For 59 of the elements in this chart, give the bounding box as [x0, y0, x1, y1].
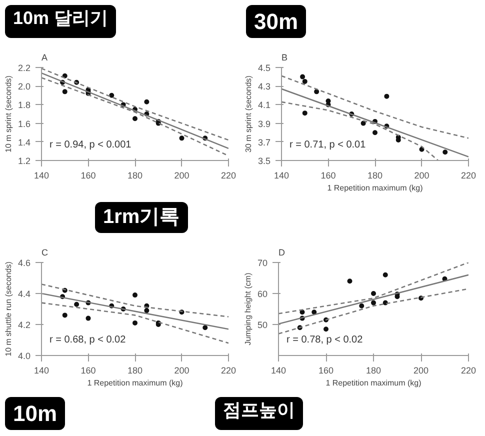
annotation: r = 0.78, p < 0.02 [286, 334, 364, 346]
x-tick-label: 180 [127, 365, 143, 376]
x-tick-label: 140 [274, 170, 290, 181]
x-tick-label: 200 [414, 170, 430, 181]
x-tick-label: 180 [366, 365, 382, 376]
chart-title: B [282, 52, 288, 63]
x-tick-label: 180 [127, 170, 143, 181]
x-axis-title: 1 Repetition maximum (kg) [326, 378, 422, 388]
y-axis-title: 10 m sprint (seconds) [4, 76, 13, 153]
annotation: r = 0.94, p < 0.001 [50, 140, 132, 151]
x-tick-label: 140 [34, 170, 50, 181]
x-tick-label: 200 [174, 365, 190, 376]
x-tick-label: 200 [413, 365, 429, 376]
x-tick-label: 220 [220, 170, 236, 181]
y-axis-title: Jumping height (cm) [243, 272, 252, 346]
y-axis-title: 30 m sprint (seconds) [244, 76, 253, 153]
y-tick-label: 70 [257, 258, 268, 268]
y-tick-label: 1.8 [18, 100, 31, 111]
y-tick-label: 2.2 [18, 63, 31, 74]
x-tick-label: 160 [318, 365, 334, 376]
y-tick-label: 60 [257, 288, 268, 299]
y-tick-label: 4.6 [18, 258, 31, 268]
y-tick-label: 3.5 [258, 156, 271, 166]
y-tick-label: 4.5 [258, 63, 271, 74]
y-tick-label: 1.4 [18, 138, 31, 148]
y-tick-label: 1.6 [18, 119, 31, 130]
x-tick-label: 220 [460, 170, 476, 181]
y-tick-label: 4.3 [258, 82, 271, 92]
x-tick-label: 160 [320, 170, 336, 181]
chart-title: C [42, 247, 48, 258]
y-tick-label: 3.9 [258, 119, 271, 130]
x-tick-label: 140 [270, 365, 286, 376]
y-tick-label: 1.2 [18, 156, 31, 166]
text: 1rm기록 [103, 205, 180, 230]
x-axis-title: 1 Repetition maximum (kg) [327, 184, 424, 193]
y-tick-label: 4.2 [18, 320, 31, 330]
y-tick-label: 4.0 [18, 350, 31, 361]
text: 10m 달리기 [13, 7, 108, 30]
y-tick-label: 4.4 [18, 288, 31, 299]
y-tick-label: 2.0 [18, 82, 31, 92]
y-tick-label: 3.7 [258, 138, 271, 148]
x-tick-label: 180 [367, 170, 383, 181]
text: 점프높이 [223, 398, 296, 422]
chart-title: A [42, 52, 48, 63]
text: 10m [13, 400, 58, 428]
annotation: r = 0.71, p < 0.01 [290, 140, 366, 151]
y-tick-label: 4.1 [258, 100, 271, 111]
x-tick-label: 200 [174, 170, 190, 181]
annotation: r = 0.68, p < 0.02 [50, 334, 126, 346]
x-tick-label: 160 [80, 365, 96, 376]
y-tick-label: 50 [257, 320, 268, 330]
x-tick-label: 220 [460, 365, 476, 376]
x-tick-label: 160 [80, 170, 96, 181]
text: 30m [254, 8, 298, 36]
x-tick-label: 220 [220, 365, 236, 376]
chart-title: D [278, 247, 286, 258]
y-axis-title: 10 m shuttle run (seconds) [4, 261, 13, 356]
x-axis-title: 1 Repetition maximum (kg) [87, 378, 184, 388]
x-tick-label: 140 [34, 365, 50, 376]
